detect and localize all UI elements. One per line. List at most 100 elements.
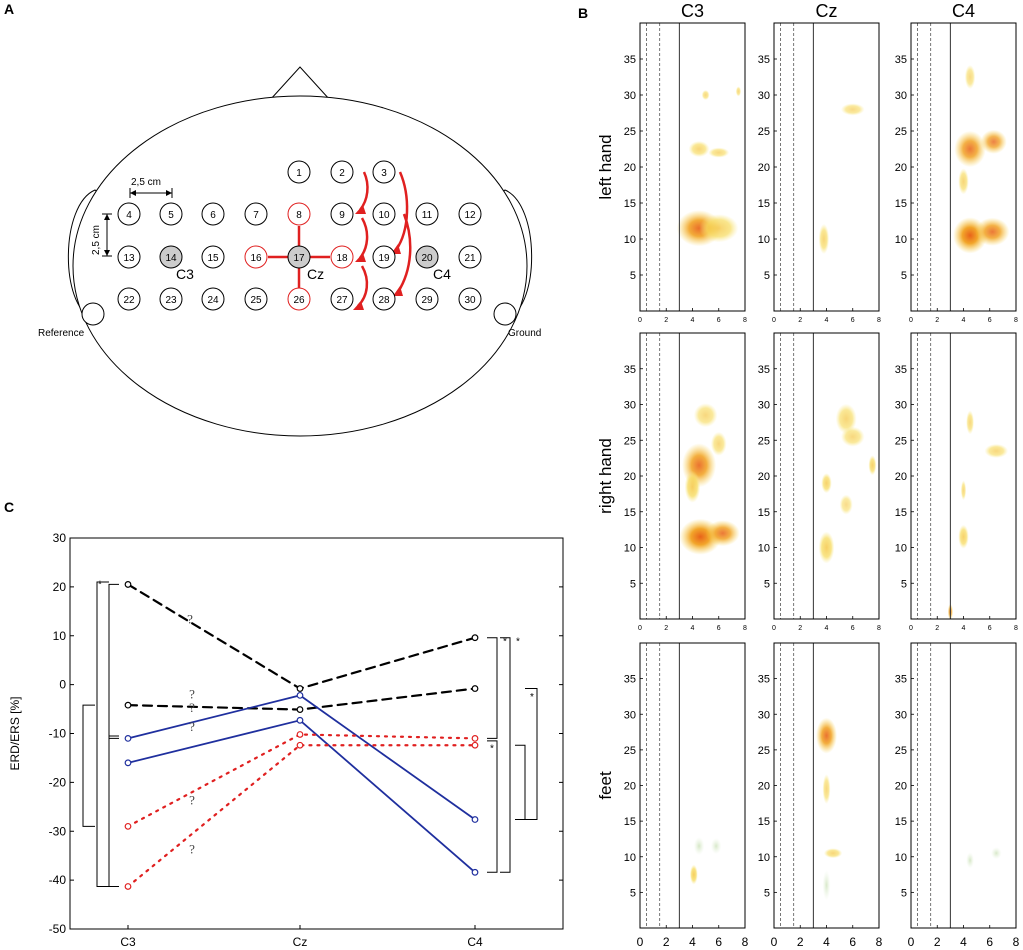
- xtick-label-6: 6: [849, 935, 856, 949]
- ytick-label-30: 30: [895, 709, 907, 721]
- ytick-label-15: 15: [895, 816, 907, 828]
- ytick-label-10: 10: [758, 234, 770, 246]
- blob-26: [958, 524, 969, 549]
- bracket-c4-1: [487, 637, 498, 739]
- xtick-label-0: 0: [909, 625, 913, 632]
- panel-label-c: C: [4, 499, 14, 515]
- electrode-4: [117, 202, 141, 226]
- electrode-11: [415, 202, 439, 226]
- panel-label-b: B: [578, 5, 588, 21]
- blob-23: [840, 426, 865, 447]
- ytick-label-15: 15: [758, 507, 770, 519]
- electrode-2: [330, 160, 354, 184]
- ytick-label-30: 30: [758, 400, 770, 412]
- blob-9: [975, 217, 1010, 246]
- frame: [773, 22, 880, 312]
- ytick-label-30: 30: [895, 400, 907, 412]
- point-blue-solid-2-c3: [124, 759, 132, 767]
- xtick-label-cz: Cz: [293, 935, 308, 949]
- electrode-21: [458, 245, 482, 269]
- blob-1: [699, 214, 739, 243]
- blob-25: [839, 494, 853, 515]
- frame: [910, 22, 1017, 312]
- point-black-dashed-1-c3: [124, 581, 132, 588]
- electrode-15: [201, 245, 225, 269]
- ytick-label-25: 25: [758, 435, 770, 447]
- blob-37: [822, 870, 831, 901]
- ytick-label-25: 25: [895, 435, 907, 447]
- blob-21: [821, 473, 832, 494]
- xtick-label-2: 2: [935, 625, 939, 632]
- ytick-label-30: 30: [624, 400, 636, 412]
- electrode-27: [330, 287, 354, 311]
- blob-34: [816, 717, 837, 754]
- blob-18: [693, 403, 718, 428]
- ground-label: Ground: [508, 328, 541, 339]
- electrode-7: [244, 202, 268, 226]
- bracket-c4-5: [515, 744, 526, 821]
- electrode-label-5: 5: [168, 210, 174, 221]
- scale-vertical-label: 2,5 cm: [91, 225, 102, 255]
- blob-17: [684, 470, 701, 503]
- electrode-18: [330, 245, 354, 269]
- electrode-10: [372, 202, 396, 226]
- xtick-label-8: 8: [1013, 935, 1020, 949]
- point-blue-solid-1-c3: [124, 734, 132, 742]
- blob-38: [966, 852, 974, 869]
- ytick-label-20: 20: [624, 781, 636, 793]
- ytick-label-5: 5: [901, 270, 907, 282]
- electrode-8: [287, 202, 311, 226]
- blob-7: [840, 103, 865, 116]
- heatmap-right-hand-c4: 35 30 25 20 15 10 5 0 2 4 6 8: [895, 332, 1018, 632]
- ytick-label-30: 30: [624, 90, 636, 102]
- ytick-label-20: 20: [53, 580, 67, 594]
- ytick-label-35: 35: [758, 54, 770, 66]
- blob-36: [823, 848, 843, 859]
- xtick-label-4: 4: [691, 625, 695, 632]
- heatmap-left-hand-c4: 35 30 25 20 15 10 5 0 2 4 6 8: [895, 22, 1018, 324]
- panel-label-a: A: [4, 1, 14, 17]
- ytick-label-0: 0: [59, 678, 66, 692]
- ytick-label-15: 15: [624, 198, 636, 210]
- point-black-dashed-2-c4: [471, 685, 479, 692]
- xtick-label-4: 4: [962, 625, 966, 632]
- xtick-label-6: 6: [851, 317, 855, 324]
- ytick-label-20: 20: [758, 471, 770, 483]
- scale-horizontal-label: 2,5 cm: [131, 177, 161, 188]
- series-blue-solid-1: [127, 694, 476, 821]
- ytick-label-10: 10: [895, 234, 907, 246]
- electrode-17: [287, 245, 311, 269]
- blob-13: [964, 64, 976, 90]
- blob-22: [835, 403, 857, 434]
- xtick-label-0: 0: [772, 317, 776, 324]
- bracket-c4-2: [500, 637, 511, 873]
- electrode-14: [159, 245, 183, 269]
- electrode-12: [458, 202, 482, 226]
- blob-10: [954, 130, 986, 168]
- electrode-24: [201, 287, 225, 311]
- point-black-dashed-2-cz: [296, 706, 304, 713]
- heatmap-feet-cz: 35 30 25 20 15 10 5 0 2 4 6 8: [758, 642, 883, 949]
- xtick-label-8: 8: [876, 935, 883, 949]
- significance-star-4: *: [490, 743, 494, 754]
- frame: [639, 22, 746, 312]
- xtick-label-2: 2: [797, 935, 804, 949]
- xtick-label-c4: C4: [467, 935, 483, 949]
- ytick-label-15: 15: [624, 507, 636, 519]
- row-title-feet: feet: [596, 771, 615, 800]
- xtick-label-6: 6: [717, 317, 721, 324]
- question-mark-2: ?: [189, 700, 195, 715]
- reference-electrode: [81, 302, 105, 326]
- xtick-label-6: 6: [986, 935, 993, 949]
- electrode-label-15: 15: [207, 253, 219, 264]
- ytick-label-20: 20: [758, 162, 770, 174]
- electrode-5: [159, 202, 183, 226]
- ytick-label-10: 10: [895, 543, 907, 555]
- electrode-label-20: 20: [421, 253, 433, 264]
- xtick-label-2: 2: [935, 317, 939, 324]
- ytick-label-35: 35: [624, 364, 636, 376]
- ytick-label-15: 15: [758, 816, 770, 828]
- ytick-label-5: 5: [630, 578, 636, 590]
- electrode-label-30: 30: [464, 295, 476, 306]
- electrode-label-3: 3: [381, 168, 387, 179]
